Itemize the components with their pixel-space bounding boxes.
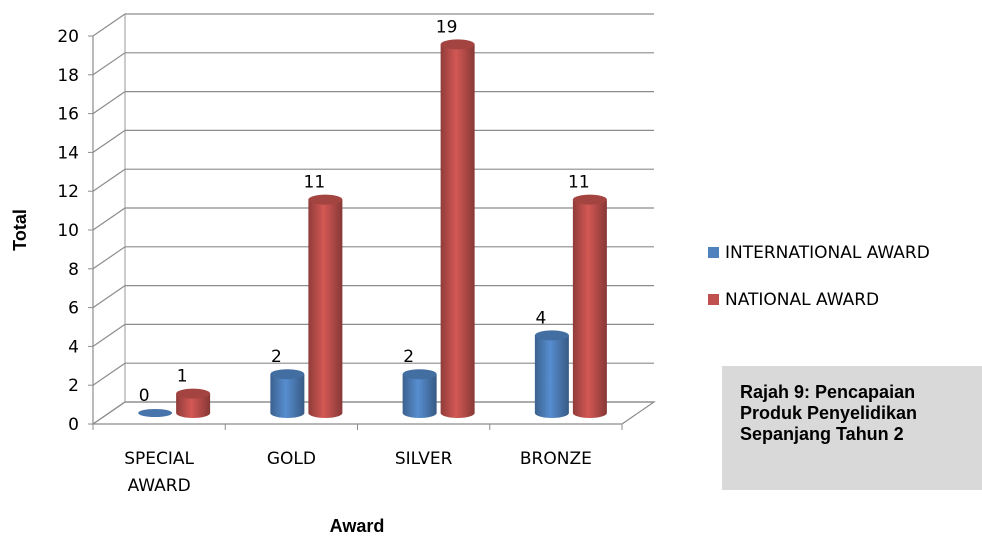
bar-international [534,330,569,418]
bar-top [138,409,173,417]
bar-body [176,393,211,418]
y-tick-label: 4 [68,337,79,357]
y-axis-title: Total [10,209,30,251]
bar-national [440,39,475,419]
bar-body [534,335,569,418]
data-label: 0 [139,386,150,406]
x-tick-label: AWARD [128,476,191,496]
x-tick-label: SILVER [395,449,453,469]
caption-line-2: Produk Penyelidikan [740,403,918,423]
data-labels: 0 1 2 11 2 19 4 11 [139,17,590,406]
y-tick-label: 16 [57,105,79,125]
bar-top [440,39,475,50]
y-axis: 0 2 4 6 8 10 12 14 16 18 20 [57,27,94,435]
bar-body [572,199,607,418]
data-label: 2 [403,347,414,367]
gridline [92,285,654,309]
bar-national [308,194,343,418]
data-label: 4 [535,308,546,328]
y-tick-label: 14 [57,143,79,163]
y-tick-label: 8 [68,260,79,280]
caption-line-3: Sepanjang Tahun 2 [740,424,904,444]
bar-body [402,374,437,418]
legend-label: INTERNATIONAL AWARD [725,243,930,263]
x-axis: SPECIAL AWARD GOLD SILVER BRONZE [91,401,656,496]
gridline [92,90,654,115]
gridline [92,246,654,270]
x-tick-label: BRONZE [520,449,592,469]
y-tick-label: 2 [68,376,79,396]
legend: INTERNATIONAL AWARD NATIONAL AWARD [708,243,930,310]
bar-top [534,330,569,341]
data-label: 1 [177,367,188,387]
gridline [92,362,654,386]
data-label: 11 [568,173,590,193]
y-tick-label: 20 [57,27,79,47]
bar-body [308,199,343,418]
y-tick-label: 10 [57,221,79,241]
gridline [92,52,654,76]
bars [138,39,607,419]
y-tick-label: 12 [57,182,79,202]
bar-international [270,369,305,418]
gridline [92,13,654,37]
x-axis-title: Award [330,516,385,536]
bar-top [402,369,437,380]
x-tick-label: SPECIAL [124,449,194,469]
bar-top [176,388,211,399]
bar-international [138,409,173,417]
gridline [92,129,654,153]
bar-international [402,369,437,418]
bar-body [270,374,305,418]
bar-top [270,369,305,380]
data-label: 2 [271,347,282,367]
bar-national [176,388,211,418]
y-tick-label: 6 [68,299,79,319]
caption-line-1: Rajah 9: Pencapaian [740,382,916,402]
gridline [92,207,654,231]
legend-label: NATIONAL AWARD [725,290,879,310]
data-label: 11 [304,173,326,193]
x-tick-label: GOLD [267,449,316,469]
gridline [92,323,654,347]
bar-body [440,44,475,419]
data-label: 19 [436,17,458,37]
y-tick-label: 0 [68,415,79,435]
bar-top [308,194,343,205]
gridlines [92,13,654,425]
bar-national [572,194,607,418]
y-tick-label: 18 [57,66,79,86]
floor [91,401,656,425]
gridline [92,168,654,192]
legend-swatch [708,294,719,305]
legend-swatch [708,247,719,258]
bar-top [572,194,607,205]
figure-caption: Rajah 9: Pencapaian Produk Penyelidikan … [722,366,982,490]
